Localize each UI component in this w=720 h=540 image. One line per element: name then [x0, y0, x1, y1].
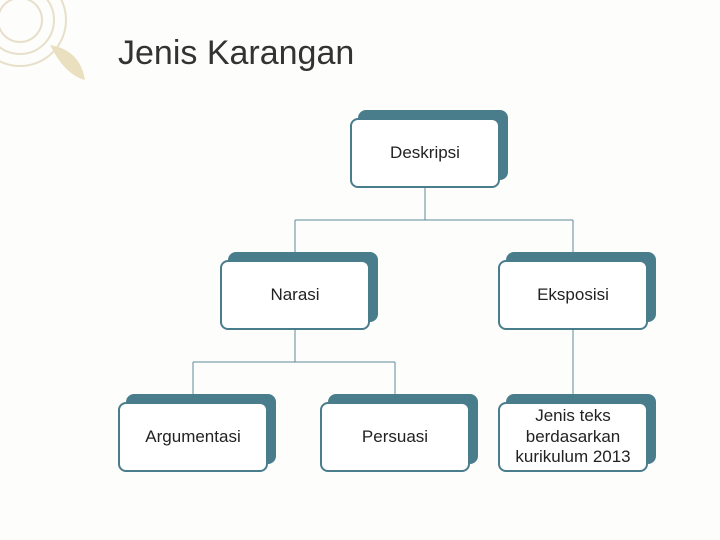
- node-eksposisi: Eksposisi: [498, 260, 648, 330]
- node-label: Persuasi: [362, 427, 428, 447]
- page-title: Jenis Karangan: [118, 34, 354, 73]
- node-label: Narasi: [270, 285, 319, 305]
- node-deskripsi: Deskripsi: [350, 118, 500, 188]
- node-persuasi: Persuasi: [320, 402, 470, 472]
- node-label: Jenis teks berdasarkan kurikulum 2013: [504, 406, 642, 467]
- node-label: Deskripsi: [390, 143, 460, 163]
- node-label: Eksposisi: [537, 285, 609, 305]
- node-label: Argumentasi: [145, 427, 240, 447]
- corner-decoration: [0, 0, 100, 100]
- node-narasi: Narasi: [220, 260, 370, 330]
- node-argumentasi: Argumentasi: [118, 402, 268, 472]
- node-jenisteks: Jenis teks berdasarkan kurikulum 2013: [498, 402, 648, 472]
